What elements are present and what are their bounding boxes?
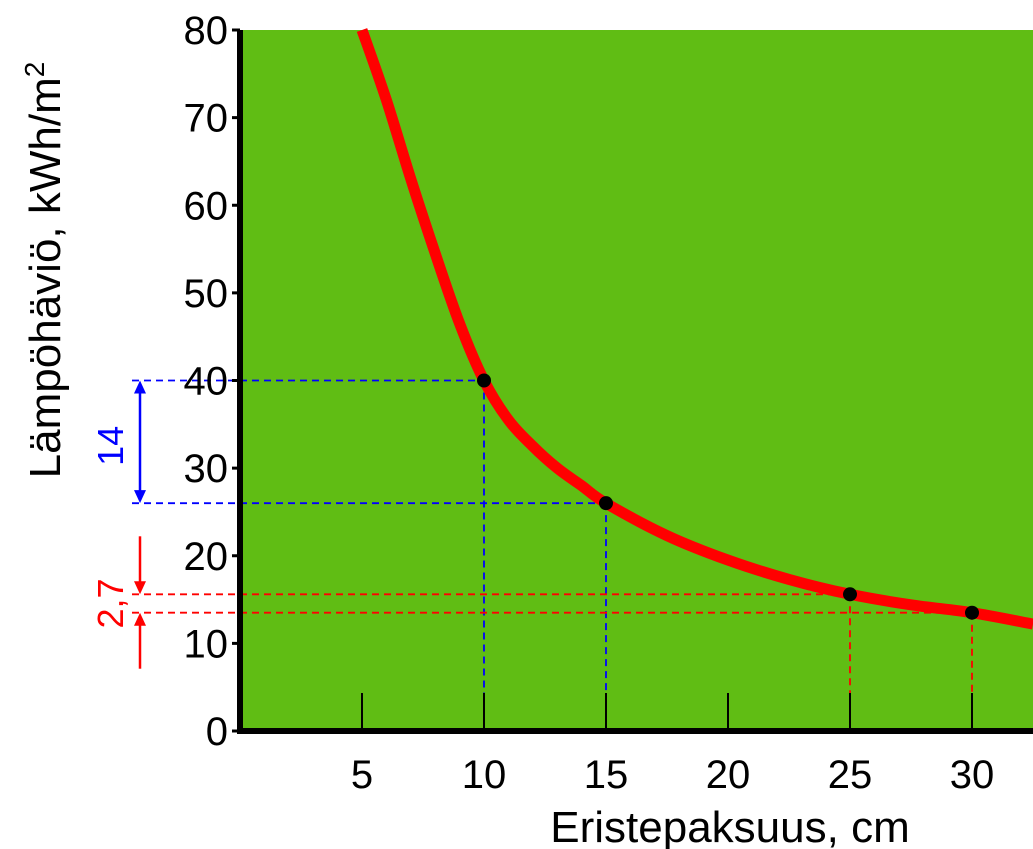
y-axis-ticks: 0 10 20 30 40 50 60 70 80 — [184, 9, 240, 754]
y-tick-label: 30 — [184, 447, 229, 491]
y-tick-label: 20 — [184, 535, 229, 579]
x-tick-label: 25 — [828, 753, 873, 797]
x-tick-label: 5 — [351, 753, 373, 797]
x-axis-ticks: 5 10 15 20 25 30 — [351, 753, 994, 797]
y-tick-label: 60 — [184, 184, 229, 228]
y-tick-label: 70 — [184, 97, 229, 141]
data-point — [477, 373, 491, 388]
x-tick-label: 30 — [950, 753, 995, 797]
x-tick-label: 15 — [584, 753, 629, 797]
y-tick-label: 40 — [184, 360, 229, 404]
difference-label: 2,7 — [90, 578, 131, 628]
arrow-head — [134, 490, 146, 504]
data-point — [599, 496, 613, 511]
x-inner-ticks — [361, 693, 973, 731]
data-point — [843, 587, 857, 602]
y-axis-label-superscript: 2 — [19, 62, 50, 78]
plot-background — [240, 30, 1033, 731]
arrow-head — [134, 581, 146, 595]
y-axis-label-main: Lämpöhäviö, kWh/m — [21, 77, 70, 478]
difference-arrows: 142,7 — [90, 380, 146, 669]
y-tick-label: 0 — [206, 710, 228, 754]
highlighted-points — [477, 373, 979, 620]
arrow-head — [134, 380, 146, 394]
difference-label: 14 — [90, 426, 131, 466]
x-axis-label: Eristepaksuus, cm — [550, 803, 909, 849]
y-tick-label: 10 — [184, 622, 229, 666]
y-axis-label: Lämpöhäviö, kWh/m2 — [19, 62, 70, 479]
arrow-head — [134, 612, 146, 626]
y-tick-label: 80 — [184, 9, 229, 53]
x-tick-label: 20 — [706, 753, 751, 797]
y-tick-label: 50 — [184, 272, 229, 316]
x-tick-label: 10 — [462, 753, 507, 797]
data-point — [965, 605, 979, 620]
